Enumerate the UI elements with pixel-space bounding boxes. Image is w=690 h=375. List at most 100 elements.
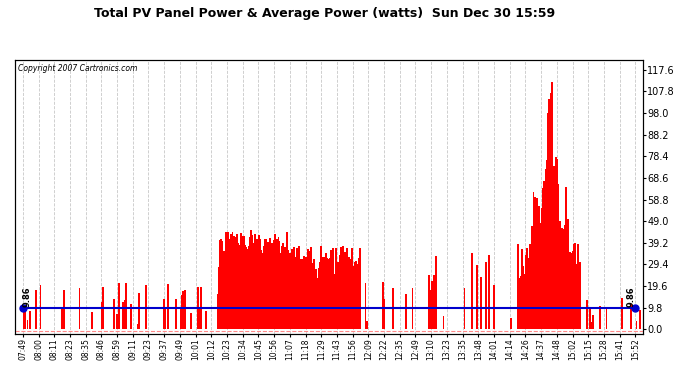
Bar bbox=[199, 309, 200, 329]
Bar bbox=[315, 279, 317, 329]
Bar bbox=[333, 248, 334, 329]
Bar bbox=[551, 81, 553, 329]
Bar bbox=[130, 303, 132, 329]
Bar bbox=[29, 311, 31, 329]
Bar bbox=[325, 253, 326, 329]
Bar bbox=[560, 252, 562, 329]
Bar bbox=[579, 262, 580, 329]
Bar bbox=[320, 246, 322, 329]
Bar bbox=[79, 288, 81, 329]
Bar bbox=[250, 230, 252, 329]
Bar bbox=[273, 240, 275, 329]
Bar bbox=[300, 259, 302, 329]
Bar bbox=[542, 271, 543, 329]
Bar bbox=[257, 264, 259, 329]
Bar bbox=[275, 236, 276, 329]
Bar bbox=[521, 249, 523, 329]
Bar bbox=[181, 307, 182, 329]
Bar bbox=[326, 276, 327, 329]
Bar bbox=[262, 265, 264, 329]
Bar bbox=[233, 241, 234, 329]
Bar bbox=[244, 244, 246, 329]
Bar bbox=[268, 252, 270, 329]
Bar bbox=[559, 221, 561, 329]
Bar bbox=[63, 291, 65, 329]
Bar bbox=[315, 269, 317, 329]
Bar bbox=[538, 206, 540, 329]
Bar bbox=[357, 272, 359, 329]
Bar bbox=[318, 268, 319, 329]
Bar bbox=[411, 288, 413, 329]
Bar bbox=[341, 255, 343, 329]
Bar bbox=[489, 255, 491, 329]
Bar bbox=[122, 303, 124, 329]
Bar bbox=[274, 234, 276, 329]
Bar bbox=[282, 243, 284, 329]
Bar bbox=[355, 261, 357, 329]
Bar bbox=[27, 320, 28, 329]
Bar bbox=[563, 229, 564, 329]
Bar bbox=[331, 269, 333, 329]
Bar bbox=[337, 261, 339, 329]
Bar bbox=[230, 241, 232, 329]
Bar bbox=[520, 254, 522, 329]
Bar bbox=[573, 249, 575, 329]
Bar bbox=[247, 251, 248, 329]
Bar bbox=[555, 188, 557, 329]
Bar bbox=[630, 304, 631, 329]
Bar bbox=[526, 248, 528, 329]
Bar bbox=[287, 250, 289, 329]
Bar bbox=[286, 232, 288, 329]
Bar bbox=[553, 203, 555, 329]
Bar bbox=[253, 248, 255, 329]
Bar bbox=[290, 270, 291, 329]
Bar bbox=[226, 231, 227, 329]
Bar bbox=[255, 255, 257, 329]
Bar bbox=[575, 271, 577, 329]
Bar bbox=[524, 289, 526, 329]
Bar bbox=[476, 265, 478, 329]
Bar bbox=[253, 243, 255, 329]
Bar bbox=[520, 276, 522, 329]
Bar bbox=[549, 124, 551, 329]
Bar bbox=[233, 238, 235, 329]
Text: 9.86: 9.86 bbox=[23, 286, 32, 306]
Bar bbox=[542, 213, 544, 329]
Bar bbox=[319, 278, 320, 329]
Bar bbox=[311, 263, 313, 329]
Bar bbox=[288, 257, 290, 329]
Bar bbox=[302, 259, 304, 329]
Bar bbox=[348, 264, 349, 329]
Bar bbox=[326, 258, 328, 329]
Bar bbox=[282, 246, 283, 329]
Bar bbox=[606, 308, 607, 329]
Bar bbox=[297, 276, 298, 329]
Bar bbox=[249, 237, 251, 329]
Bar bbox=[555, 157, 558, 329]
Bar bbox=[531, 226, 533, 329]
Bar bbox=[564, 225, 565, 329]
Bar bbox=[272, 255, 274, 329]
Bar bbox=[240, 246, 242, 329]
Bar bbox=[23, 312, 26, 329]
Bar bbox=[235, 237, 237, 329]
Bar bbox=[586, 300, 588, 329]
Bar bbox=[237, 248, 239, 329]
Bar bbox=[553, 166, 555, 329]
Bar bbox=[262, 252, 264, 329]
Bar bbox=[257, 242, 259, 329]
Bar bbox=[292, 270, 294, 329]
Bar bbox=[358, 258, 360, 329]
Bar bbox=[259, 239, 261, 329]
Bar bbox=[359, 248, 362, 329]
Bar bbox=[24, 312, 26, 329]
Bar bbox=[205, 311, 206, 329]
Bar bbox=[261, 250, 262, 329]
Bar bbox=[353, 278, 355, 329]
Bar bbox=[527, 258, 529, 329]
Bar bbox=[589, 307, 591, 329]
Bar bbox=[639, 310, 641, 329]
Bar bbox=[299, 279, 301, 329]
Bar bbox=[590, 322, 592, 329]
Bar bbox=[518, 293, 520, 329]
